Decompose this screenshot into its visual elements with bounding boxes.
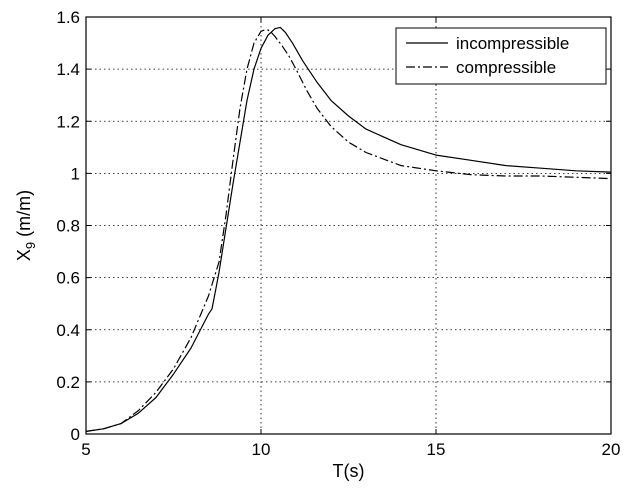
legend-box <box>395 27 607 85</box>
y-tick-label: 0.8 <box>56 217 80 236</box>
y-tick-label: 0 <box>71 425 80 444</box>
x-axis-label: T(s) <box>333 461 365 481</box>
y-tick-label: 0.6 <box>56 269 80 288</box>
y-axis-label-unit: (m/m) <box>14 190 34 242</box>
legend-label-incompressible: incompressible <box>456 34 569 53</box>
grid-lines <box>86 17 611 434</box>
y-tick-label: 1.2 <box>56 112 80 131</box>
series-line-compressible <box>85 29 612 432</box>
y-tick-label: 0.4 <box>56 321 80 340</box>
y-tick-label: 1.6 <box>56 8 80 27</box>
series-lines <box>85 26 612 432</box>
axis-ticks: 5 10 15 20 0 0.2 0.4 0.6 0.8 1 1.2 1.4 1.6 <box>56 8 620 459</box>
y-tick-label: 1 <box>71 164 80 183</box>
y-axis-label-subscript: 9 <box>23 242 38 249</box>
x-tick-label: 10 <box>252 440 271 459</box>
legend-label-compressible: compressible <box>456 58 556 77</box>
y-tick-label: 0.2 <box>56 373 80 392</box>
legend: incompressible compressible <box>395 27 607 85</box>
y-axis-label-main: X <box>14 249 34 261</box>
x-tick-label: 20 <box>602 440 621 459</box>
x-tick-label: 15 <box>427 440 446 459</box>
y-tick-label: 1.4 <box>56 60 80 79</box>
x-tick-label: 5 <box>81 440 90 459</box>
y-axis-label: X9 (m/m) <box>14 190 38 261</box>
series-line-incompressible <box>85 26 612 432</box>
